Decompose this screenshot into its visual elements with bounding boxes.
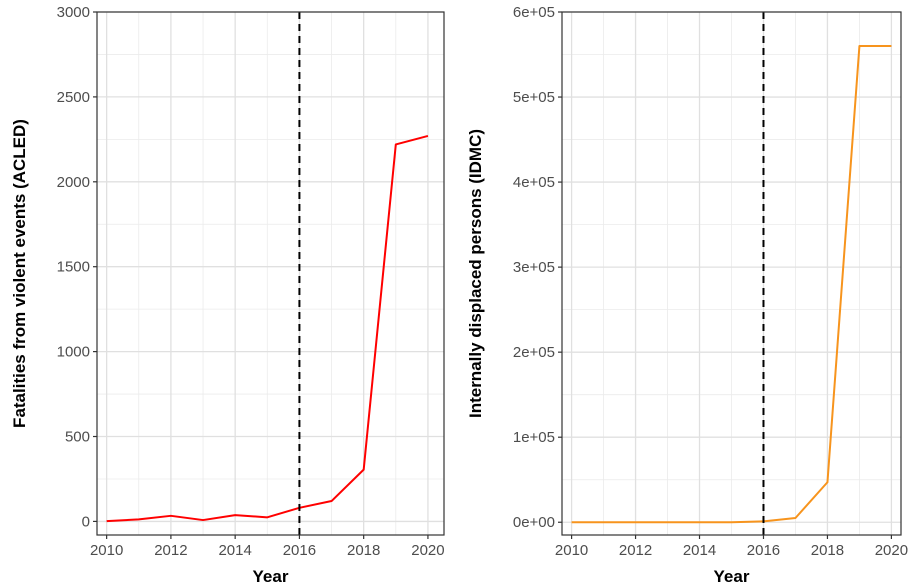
x-tick-label: 2018 xyxy=(811,542,844,559)
y-tick-label: 3000 xyxy=(57,4,90,21)
y-tick-label: 1000 xyxy=(57,344,90,361)
chart-panel-1: 2010 2012 2014 2016 2018 2020 0 500 1000 1500 2000… xyxy=(10,4,445,586)
chart-panel-2: 2010 2012 2014 2016 2018 2020 0e+00 1e+05 2e+05 3… xyxy=(466,4,908,586)
series-line-1 xyxy=(106,134,429,523)
panel-border xyxy=(96,11,445,536)
y-tick-label: 2500 xyxy=(57,89,90,106)
x-tick-label: 2010 xyxy=(90,542,123,559)
y-tick-label: 1e+05 xyxy=(513,429,555,446)
y-axis-title: Fatalities from violent events (ACLED) xyxy=(10,119,29,428)
panel-background xyxy=(97,12,444,535)
x-tick-label: 2012 xyxy=(619,542,652,559)
y-tick-label: 2000 xyxy=(57,174,90,191)
x-tick-label: 2020 xyxy=(411,542,444,559)
y-axis-title: Internally displaced persons (IDMC) xyxy=(466,129,485,418)
panel-border xyxy=(561,11,902,536)
series-line-1 xyxy=(571,45,892,524)
y-tick-label: 6e+05 xyxy=(513,4,555,21)
x-tick-label: 2014 xyxy=(683,542,716,559)
y-tick-label: 1500 xyxy=(57,259,90,276)
x-tick-label: 2014 xyxy=(218,542,251,559)
y-tick-label: 0e+00 xyxy=(513,514,555,531)
x-axis-title: Year xyxy=(253,567,289,586)
y-tick-label: 3e+05 xyxy=(513,259,555,276)
x-tick-label: 2020 xyxy=(875,542,908,559)
x-tick-label: 2010 xyxy=(555,542,588,559)
x-tick-label: 2012 xyxy=(154,542,187,559)
x-axis-title: Year xyxy=(714,567,750,586)
x-tick-label: 2016 xyxy=(747,542,780,559)
y-tick-label: 500 xyxy=(65,429,90,446)
y-tick-label: 0 xyxy=(82,513,90,530)
y-tick-label: 2e+05 xyxy=(513,344,555,361)
x-tick-label: 2018 xyxy=(347,542,380,559)
x-tick-label: 2016 xyxy=(283,542,316,559)
y-tick-label: 4e+05 xyxy=(513,174,555,191)
y-tick-label: 5e+05 xyxy=(513,89,555,106)
